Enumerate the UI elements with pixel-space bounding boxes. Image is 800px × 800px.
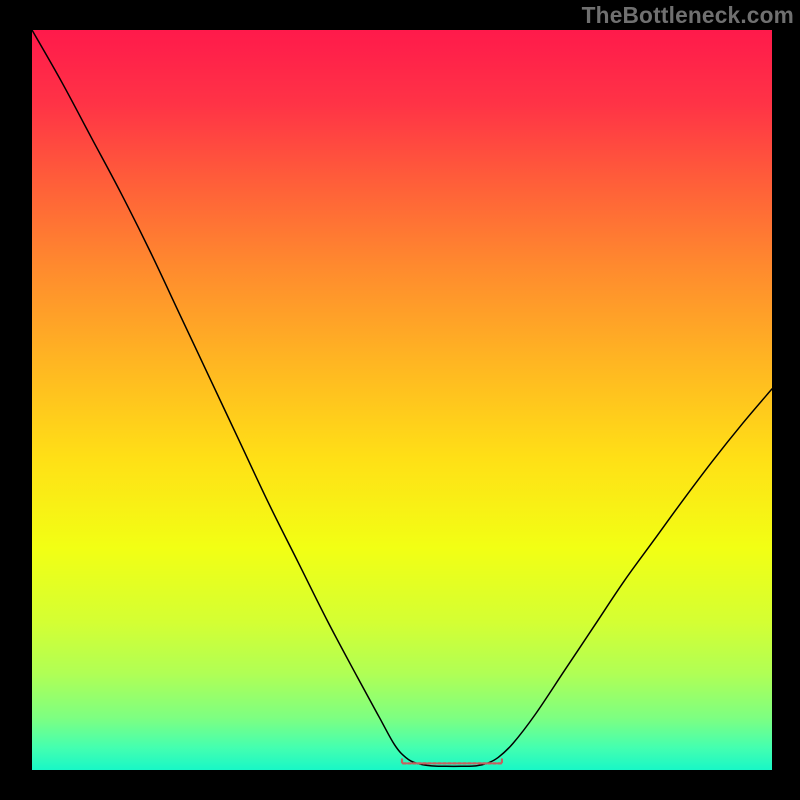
bottleneck-curve <box>32 30 772 766</box>
watermark-text: TheBottleneck.com <box>582 2 794 29</box>
chart-container: TheBottleneck.com <box>0 0 800 800</box>
plot-area <box>32 30 772 770</box>
plot-svg <box>32 30 772 770</box>
